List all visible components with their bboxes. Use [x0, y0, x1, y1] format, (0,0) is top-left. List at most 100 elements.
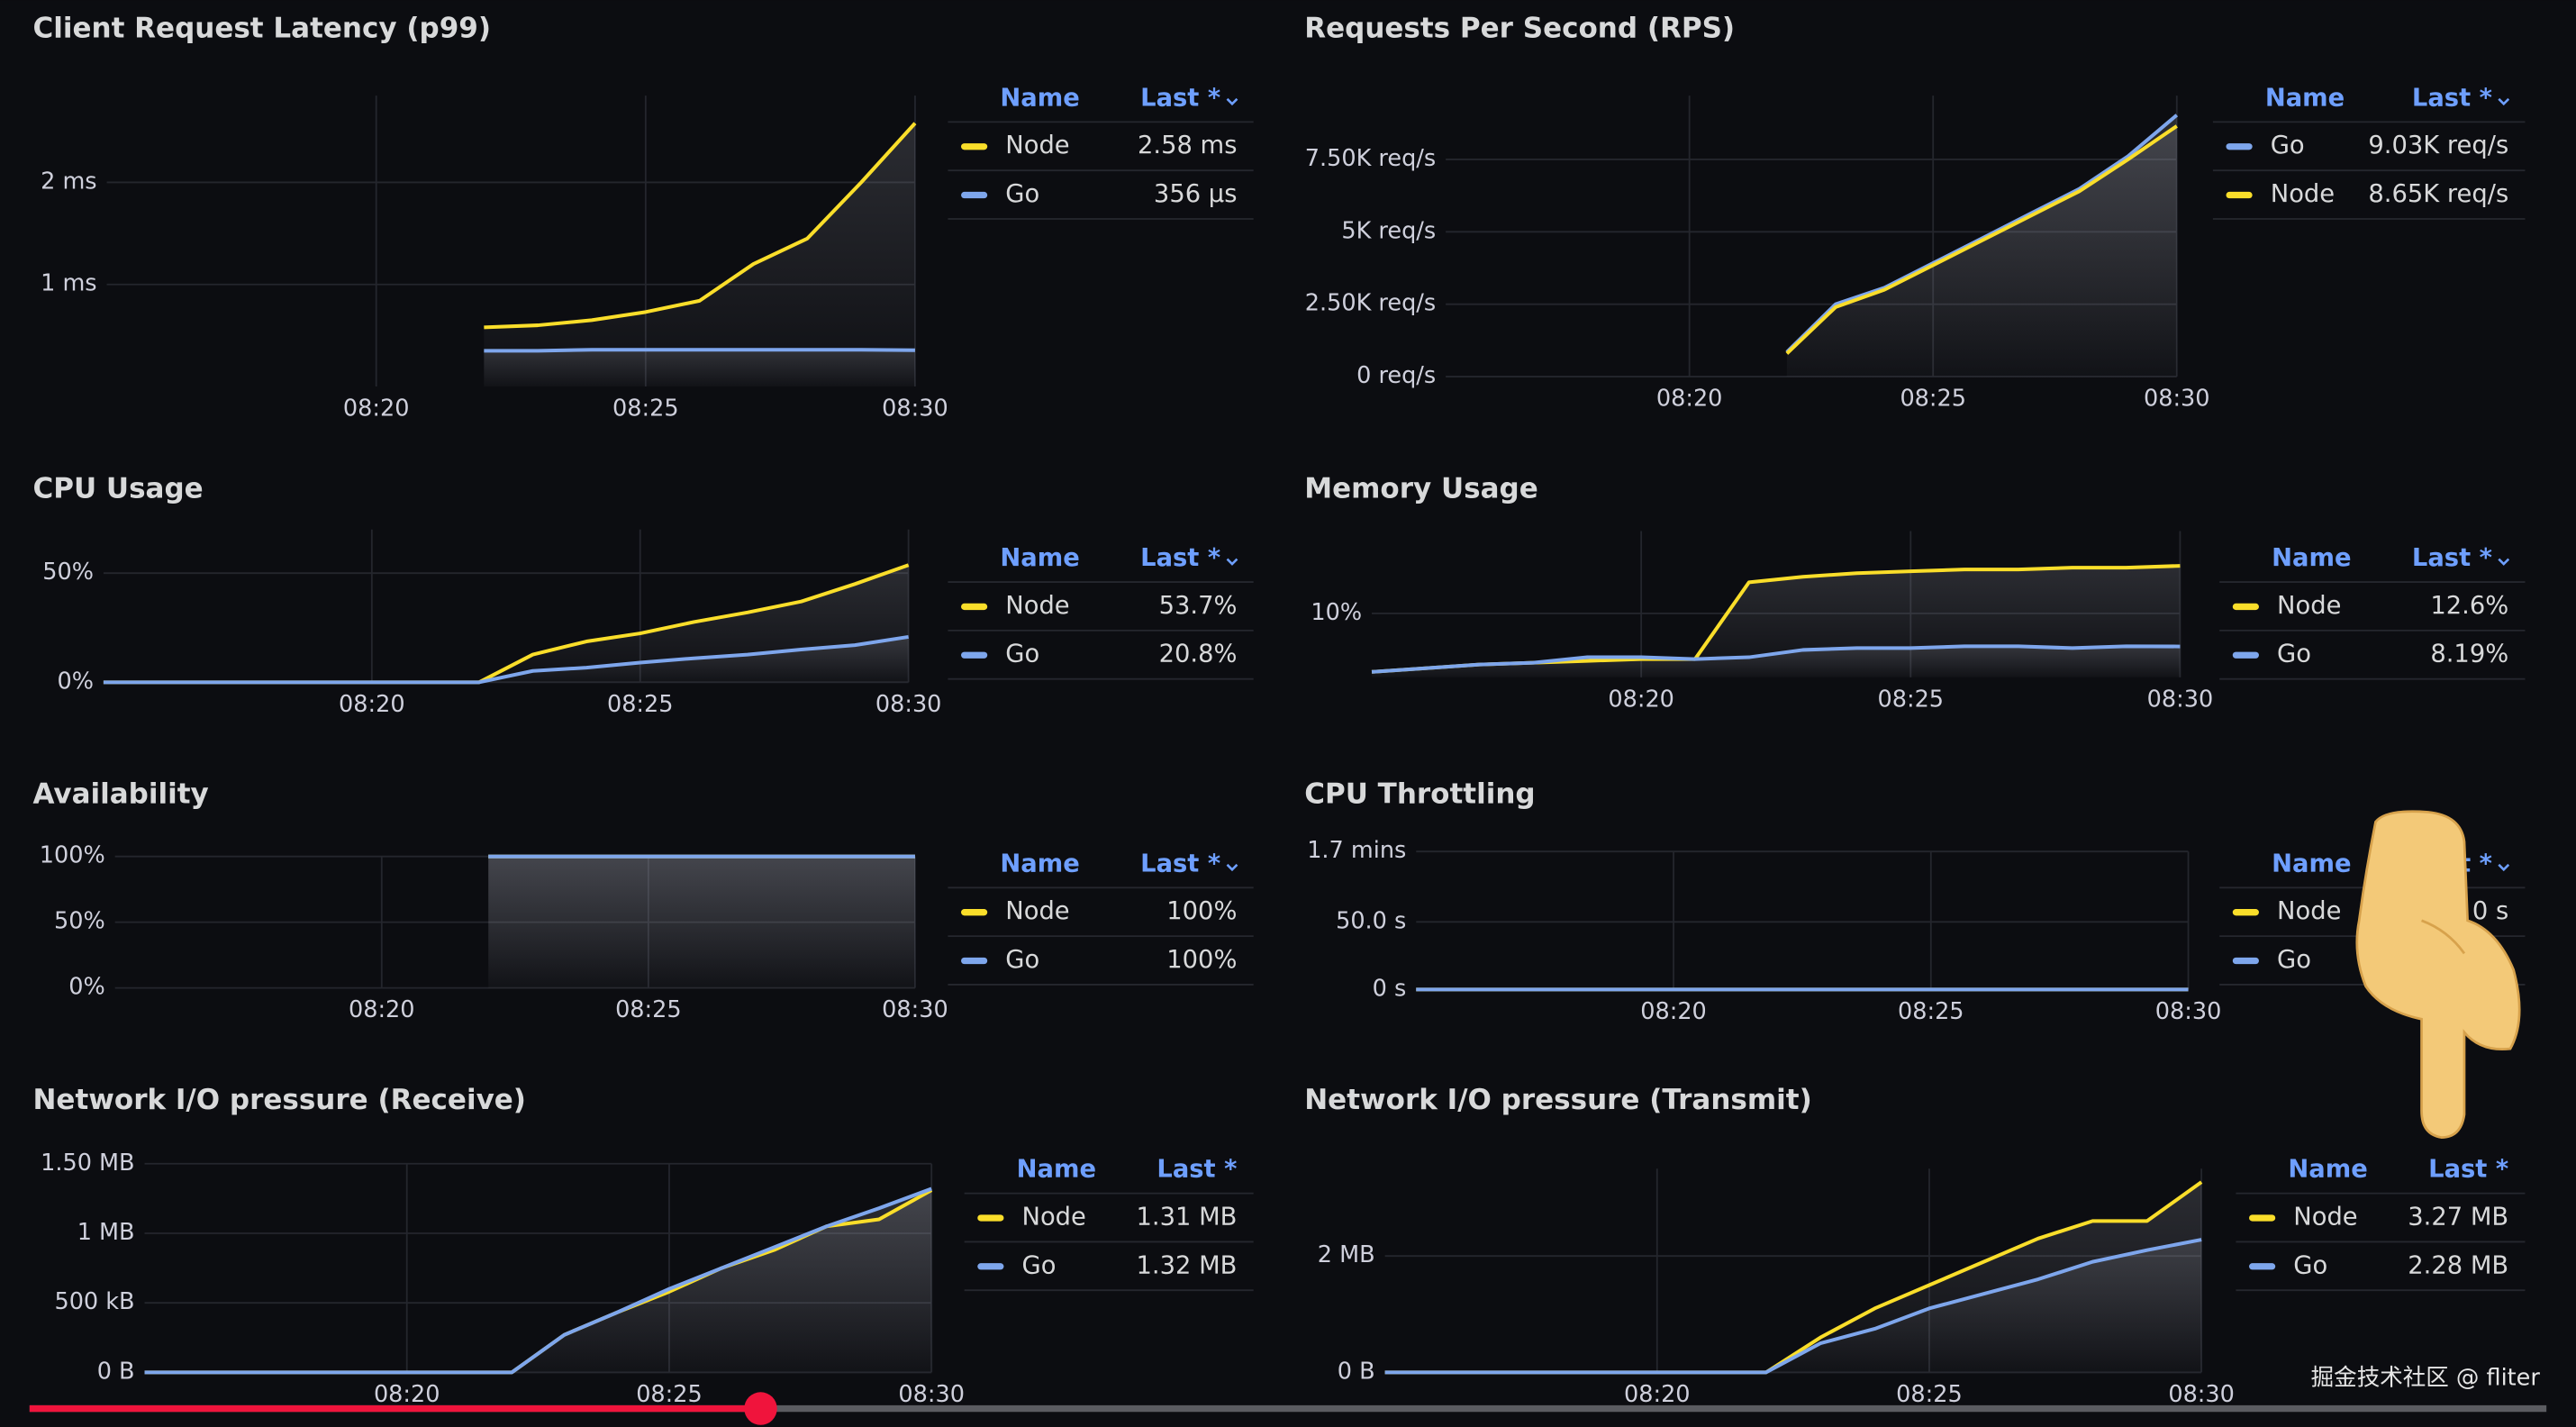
y-tick-label: 0 B: [1338, 1358, 1375, 1385]
legend-last: 100%: [1166, 946, 1237, 974]
legend-last: 9.03K req/s: [2368, 132, 2508, 159]
series-area: [1372, 646, 2181, 677]
y-tick-label: 0%: [68, 974, 104, 1001]
panel-title: Client Request Latency (p99): [32, 13, 491, 45]
x-tick-label: 08:20: [343, 395, 410, 423]
legend-name: Go: [2293, 1251, 2327, 1279]
x-tick-label: 08:30: [882, 395, 948, 423]
legend-last: 8.19%: [2430, 641, 2508, 668]
progress-handle[interactable]: [744, 1392, 777, 1425]
series-area: [488, 856, 915, 988]
panel-title: Availability: [32, 778, 208, 811]
legend-name: Go: [1005, 946, 1039, 974]
series-area: [1384, 1240, 2202, 1373]
legend-name: Go: [1005, 641, 1039, 668]
y-tick-label: 5K req/s: [1341, 217, 1436, 244]
x-tick-label: 08:20: [339, 691, 405, 718]
x-tick-label: 08:25: [636, 1381, 703, 1408]
sort-chevron: [1226, 97, 1238, 106]
panel: Client Request Latency (p99) 1 ms 2 ms 08:2…: [32, 13, 1254, 423]
x-tick-label: 08:25: [1898, 998, 1964, 1025]
x-tick-label: 08:20: [1624, 1381, 1691, 1408]
y-tick-label: 50%: [54, 908, 105, 935]
panel-title: Network I/O pressure (Transmit): [1304, 1084, 1812, 1116]
legend-last: 20.8%: [1159, 641, 1238, 668]
y-tick-label: 1 MB: [77, 1219, 135, 1246]
panel: Availability 0% 50% 100% 08:20 08:25 08:30 Name…: [32, 778, 1254, 1023]
legend-name: Go: [1005, 180, 1039, 208]
y-tick-label: 50%: [42, 559, 94, 586]
legend-name: Node: [1005, 132, 1069, 159]
x-tick-label: 08:25: [1900, 386, 1966, 413]
legend-header-name: Name: [1000, 544, 1079, 572]
series-line: [103, 634, 909, 685]
y-tick-label: 0%: [57, 668, 93, 695]
y-tick-label: 2.50K req/s: [1305, 290, 1436, 317]
x-tick-label: 08:30: [2144, 386, 2210, 413]
x-tick-label: 08:25: [612, 395, 679, 423]
panel-title: Network I/O pressure (Receive): [32, 1084, 526, 1116]
charts: Client Request Latency (p99) 1 ms 2 ms 08:2…: [32, 13, 2526, 1408]
x-tick-label: 08:30: [882, 996, 948, 1023]
x-tick-label: 08:20: [1608, 686, 1674, 713]
legend-name: Go: [2277, 946, 2311, 974]
legend-name: Node: [2277, 592, 2341, 620]
series-area: [144, 1188, 932, 1373]
y-tick-label: 0 B: [97, 1358, 135, 1385]
series-line: [1384, 1238, 2202, 1375]
legend-header-name: Name: [1000, 850, 1079, 877]
legend-header-name: Name: [2272, 544, 2351, 572]
watermark: 掘金技术社区 @ fliter: [2311, 1365, 2541, 1392]
legend-name: Go: [2271, 132, 2305, 159]
x-tick-label: 08:20: [1640, 998, 1707, 1025]
x-tick-label: 08:25: [607, 691, 674, 718]
series-line: [1371, 644, 2181, 674]
panel-title: Memory Usage: [1304, 472, 1538, 504]
legend-name: Node: [2293, 1203, 2357, 1231]
legend-header-last: Last *: [1140, 850, 1220, 877]
legend-header-name: Name: [2288, 1156, 2367, 1184]
legend-last: 100%: [1166, 897, 1237, 925]
legend-last: 356 µs: [1154, 180, 1238, 208]
panel-title: CPU Usage: [32, 472, 203, 504]
legend-header-last: Last *: [1156, 1156, 1237, 1184]
x-tick-label: 08:25: [1878, 686, 1945, 713]
y-tick-label: 1.50 MB: [41, 1150, 134, 1177]
legend-name: Node: [1005, 592, 1069, 620]
panel: Network I/O pressure (Receive) 0 B 500 kB 1…: [32, 1084, 1254, 1408]
legend-name: Node: [1022, 1203, 1086, 1231]
legend-name: Node: [2277, 897, 2341, 925]
y-tick-label: 1.7 mins: [1307, 837, 1406, 864]
series-area: [103, 565, 909, 683]
series-line: [144, 1186, 932, 1375]
legend-header-last: Last *: [1140, 84, 1220, 112]
legend-name: Node: [2271, 180, 2335, 208]
legend-last: 2.58 ms: [1138, 132, 1237, 159]
legend-last: 0 s: [2472, 897, 2508, 925]
sort-chevron: [1226, 863, 1238, 872]
y-tick-label: 1 ms: [41, 270, 97, 297]
x-tick-label: 08:30: [2168, 1381, 2235, 1408]
legend-last: 1.32 MB: [1137, 1251, 1238, 1279]
legend-header-last: Last *: [2428, 1156, 2508, 1184]
panel: CPU Usage 0% 50% 08:20 08:25 08:30 Name Last * N…: [32, 472, 1254, 718]
legend-last: 1.31 MB: [1137, 1203, 1238, 1231]
x-tick-label: 08:20: [374, 1381, 440, 1408]
y-tick-label: 10%: [1311, 599, 1362, 626]
y-tick-label: 50.0 s: [1336, 907, 1406, 934]
hand-pointer: [2355, 810, 2521, 1139]
series-line: [1785, 124, 2178, 355]
legend-header-last: Last *: [2412, 544, 2492, 572]
panel-title: CPU Throttling: [1304, 778, 1535, 811]
series-area: [484, 350, 915, 387]
y-tick-label: 0 req/s: [1356, 362, 1436, 389]
panel-title: Requests Per Second (RPS): [1304, 13, 1735, 45]
video-progress: [29, 1392, 2547, 1425]
x-tick-label: 08:30: [2147, 686, 2214, 713]
x-tick-label: 08:30: [875, 691, 942, 718]
legend-last: 8.65K req/s: [2368, 180, 2508, 208]
panel: Memory Usage 10% 08:20 08:25 08:30 Name Last *…: [1304, 472, 2526, 713]
x-tick-label: 08:30: [898, 1381, 965, 1408]
